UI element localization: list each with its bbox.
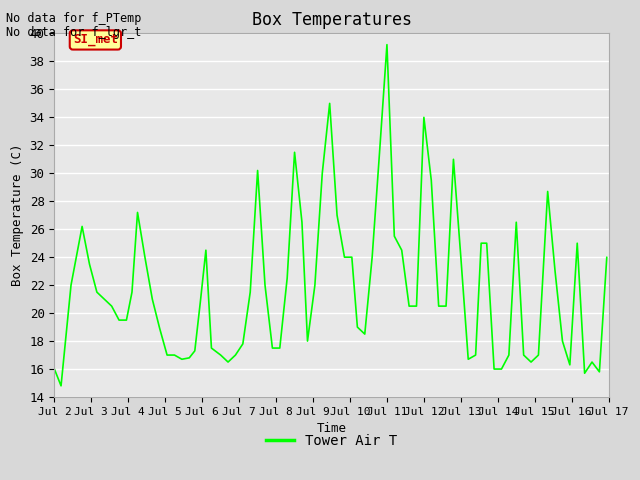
Text: SI_met: SI_met [73, 34, 118, 47]
Legend: Tower Air T: Tower Air T [260, 429, 403, 454]
X-axis label: Time: Time [317, 422, 346, 435]
Text: No data for f_lgr_t: No data for f_lgr_t [6, 26, 142, 39]
Y-axis label: Box Temperature (C): Box Temperature (C) [11, 144, 24, 287]
Text: No data for f_PTemp: No data for f_PTemp [6, 12, 142, 25]
Title: Box Temperatures: Box Temperatures [252, 11, 412, 29]
